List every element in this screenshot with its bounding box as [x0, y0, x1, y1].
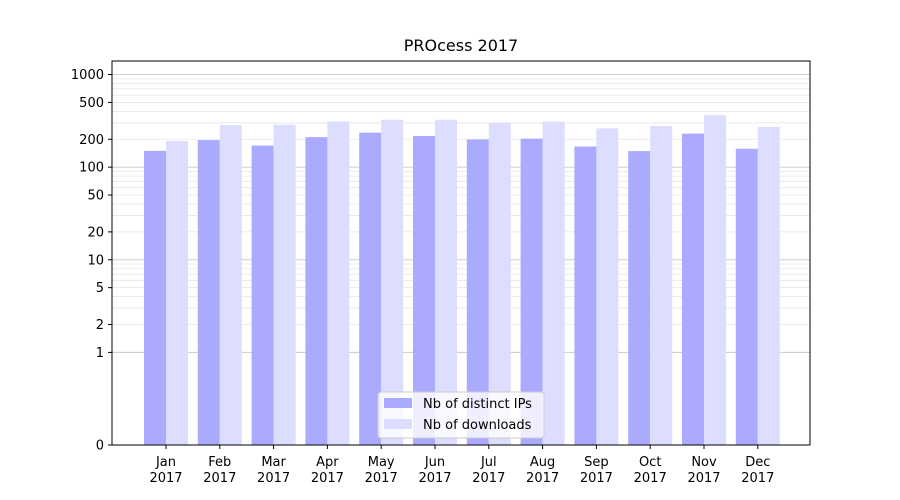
y-axis-ticks: 0 1 2 5 10 20 50 100 200 500 1000	[71, 68, 112, 454]
bar-downloads	[757, 126, 780, 446]
chart-title: PROcess 2017	[404, 36, 518, 55]
y-tick-label: 20	[87, 225, 104, 240]
plot-frame	[111, 60, 811, 446]
bar-distinct-ips	[466, 139, 489, 445]
y-tick-label: 50	[87, 189, 104, 204]
legend: Nb of distinct IPs Nb of downloads	[377, 391, 545, 439]
x-tick-label: Sep 2017	[580, 455, 613, 486]
y-tick-label: 1000	[71, 68, 104, 83]
y-tick-label: 100	[79, 161, 104, 176]
legend-label: Nb of downloads	[423, 418, 532, 433]
x-tick-label: May 2017	[365, 455, 398, 486]
bar-downloads	[273, 124, 296, 445]
y-tick-label: 10	[87, 253, 104, 268]
bar-distinct-ips	[520, 138, 543, 445]
y-tick-label: 200	[79, 133, 104, 148]
y-tick-label: 500	[79, 96, 104, 111]
bar-downloads	[381, 119, 404, 445]
y-tick-label: 0	[96, 439, 104, 454]
x-tick-label: Jun 2017	[418, 455, 451, 486]
legend-box	[377, 391, 545, 439]
x-tick-label: Feb 2017	[203, 455, 236, 486]
legend-swatch	[384, 419, 412, 429]
bar-distinct-ips	[735, 148, 758, 446]
bar-downloads	[219, 125, 242, 445]
x-tick-label: Jul 2017	[472, 455, 505, 486]
bar-distinct-ips	[413, 135, 435, 446]
legend-swatch	[384, 398, 412, 408]
legend-label: Nb of distinct IPs	[423, 397, 532, 412]
x-tick-label: Mar 2017	[257, 455, 290, 486]
bar-distinct-ips	[305, 137, 328, 445]
bar-distinct-ips	[628, 151, 651, 446]
y-tick-label: 5	[96, 281, 104, 296]
bar-distinct-ips	[197, 140, 220, 446]
bar-downloads	[596, 128, 619, 445]
bar-downloads	[488, 122, 511, 446]
x-tick-label: Dec 2017	[741, 455, 774, 486]
x-tick-label: Apr 2017	[311, 455, 344, 486]
bar-downloads	[650, 126, 673, 446]
x-axis-ticks: Jan 2017 Feb 2017 Mar 2017 Apr 2017 May 2017 Jun 20…	[149, 445, 774, 486]
x-tick-label: Aug 2017	[526, 455, 559, 486]
x-tick-label: Jan 2017	[149, 455, 182, 486]
bar-downloads	[166, 141, 188, 445]
x-tick-label: Oct 2017	[634, 455, 667, 486]
bar-distinct-ips	[359, 132, 382, 445]
bar-distinct-ips	[251, 145, 274, 445]
bar-distinct-ips	[144, 150, 166, 446]
bar-downloads	[704, 115, 726, 445]
x-tick-label: Nov 2017	[687, 455, 720, 486]
bars	[144, 115, 780, 446]
y-tick-label: 1	[96, 346, 104, 361]
axes	[111, 60, 811, 446]
bar-distinct-ips	[682, 133, 704, 445]
bar-distinct-ips	[574, 146, 597, 445]
y-tick-label: 2	[96, 318, 104, 333]
bar-downloads	[327, 121, 350, 446]
bar-downloads	[435, 119, 457, 445]
bar-downloads	[542, 121, 565, 446]
